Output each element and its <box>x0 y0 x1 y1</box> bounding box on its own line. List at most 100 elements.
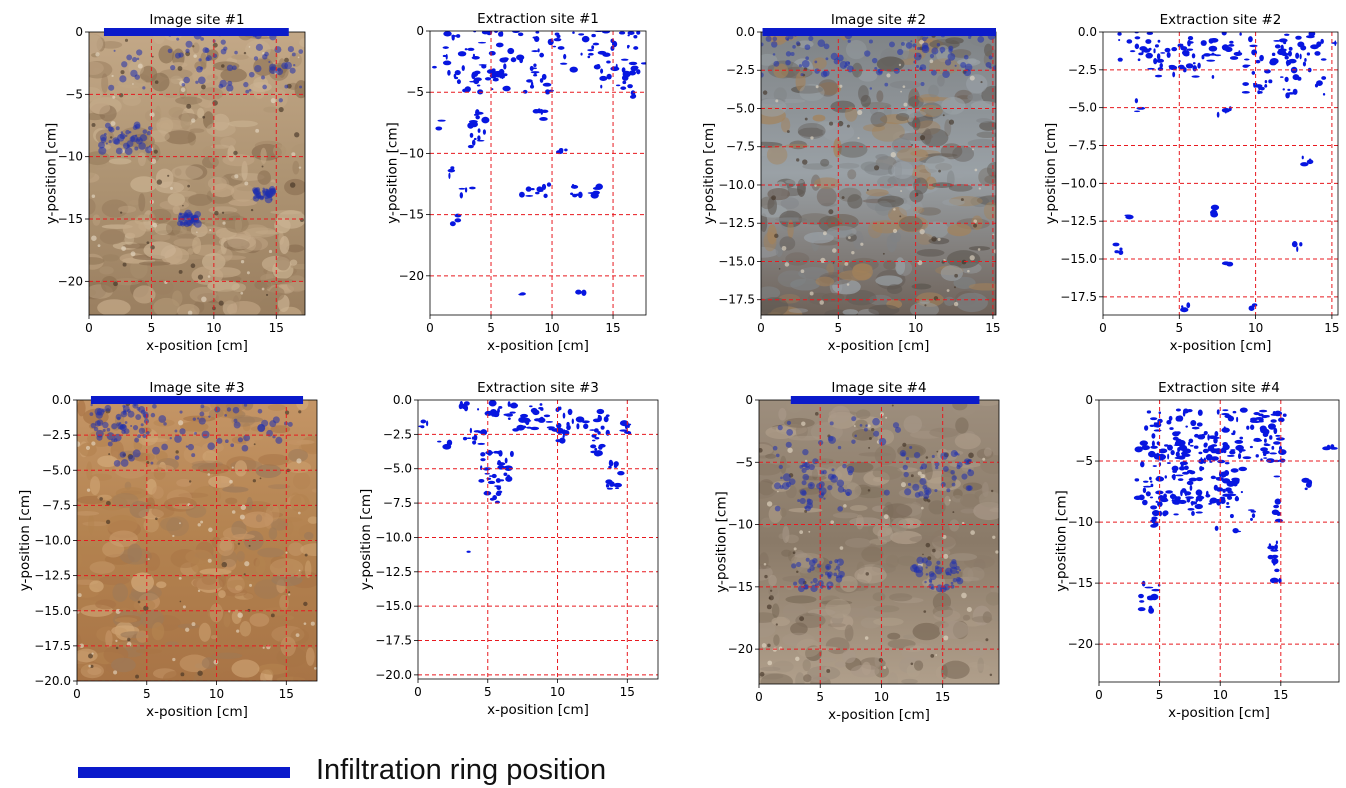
infiltration-ring-bar <box>90 396 304 404</box>
subplot-1: 0 5 10 15 0 −5 −10 −15 −20 Image site #1 x-positio… <box>43 12 306 354</box>
y-tick-label: 0 <box>75 25 83 39</box>
x-tick-label: 5 <box>1156 688 1164 702</box>
y-tick-label: 0.0 <box>52 393 71 407</box>
subplot-title: Extraction site #2 <box>1160 12 1282 28</box>
subplot-title: Image site #3 <box>149 380 244 396</box>
y-tick-label: −7.5 <box>1068 139 1097 153</box>
subplot-title: Image site #1 <box>149 12 244 28</box>
y-tick-label: −15 <box>399 208 424 222</box>
x-axis-label: x-position [cm] <box>487 338 589 354</box>
x-tick-label: 5 <box>484 685 492 699</box>
y-tick-label: −20.0 <box>34 674 71 688</box>
axes-frame <box>429 30 647 316</box>
grid-lines <box>430 31 646 315</box>
extraction-mask <box>1103 32 1338 315</box>
y-tick-label: −5.0 <box>726 101 755 115</box>
x-tick-label: 10 <box>874 690 889 704</box>
y-tick-label: −7.5 <box>383 496 412 510</box>
x-axis-label: x-position [cm] <box>828 707 930 723</box>
x-tick-label: 10 <box>908 321 923 335</box>
y-tick-label: −12.5 <box>375 565 412 579</box>
x-tick-label: 5 <box>148 321 156 335</box>
infiltration-ring-bar <box>103 28 289 36</box>
y-tick-label: −10 <box>728 518 753 532</box>
y-axis-label: y-position [cm] <box>17 490 33 592</box>
legend: Infiltration ring position <box>0 740 1346 788</box>
x-tick-label: 15 <box>620 685 635 699</box>
y-tick-label: 0.0 <box>736 25 755 39</box>
y-tick-label: −5 <box>735 455 753 469</box>
grid-lines <box>1103 32 1338 315</box>
subplot-title: Image site #4 <box>831 380 926 396</box>
y-axis-label: y-position [cm] <box>358 489 374 591</box>
x-tick-label: 10 <box>206 321 221 335</box>
y-axis-label: y-position [cm] <box>384 122 400 224</box>
y-tick-label: −12.5 <box>34 569 71 583</box>
y-tick-label: −17.5 <box>718 293 755 307</box>
extraction-mask <box>1099 400 1339 682</box>
x-tick-label: 10 <box>1248 321 1263 335</box>
infiltration-ring-legend-icon <box>78 767 290 778</box>
x-tick-label: 15 <box>935 690 950 704</box>
plot-area <box>759 400 999 684</box>
x-axis-label: x-position [cm] <box>1170 338 1272 354</box>
x-tick-label: 0 <box>414 685 422 699</box>
y-tick-label: −5 <box>65 87 83 101</box>
y-tick-label: −5.0 <box>383 462 412 476</box>
y-tick-label: −17.5 <box>34 639 71 653</box>
plot-area <box>761 32 996 315</box>
grid-lines <box>759 400 999 684</box>
y-tick-label: 0 <box>416 24 424 38</box>
x-tick-label: 5 <box>834 321 842 335</box>
y-tick-label: −15 <box>728 580 753 594</box>
y-tick-label: −5 <box>1075 454 1093 468</box>
plot-area <box>77 400 317 681</box>
axes-frame <box>417 399 659 680</box>
x-tick-label: 10 <box>209 687 224 701</box>
y-tick-label: −2.5 <box>726 63 755 77</box>
x-tick-label: 5 <box>487 321 495 335</box>
y-axis-label: y-position [cm] <box>1043 123 1059 225</box>
y-tick-label: −15.0 <box>34 604 71 618</box>
y-tick-label: 0 <box>1085 393 1093 407</box>
y-tick-label: −10 <box>58 150 83 164</box>
x-tick-label: 0 <box>85 321 93 335</box>
x-tick-label: 5 <box>816 690 824 704</box>
subplot-2: 0 5 10 15 0 −5 −10 −15 −20 Extraction site #1 x-po… <box>384 11 647 354</box>
x-axis-label: x-position [cm] <box>487 702 589 718</box>
subplot-8: 0 5 10 15 0 −5 −10 −15 −20 Extraction site #4 x-po… <box>1053 380 1340 721</box>
y-axis-label: y-position [cm] <box>43 123 59 225</box>
x-tick-label: 15 <box>605 321 620 335</box>
y-axis-label: y-position [cm] <box>1053 490 1069 592</box>
x-tick-label: 0 <box>757 321 765 335</box>
subplot-6: 0 5 10 15 0.0 −2.5 −5.0 −7.5 −10.0 −12.5 −15.0 −17.… <box>358 380 659 718</box>
grid-lines <box>418 400 658 679</box>
extraction-mask <box>418 400 658 679</box>
x-tick-label: 0 <box>1099 321 1107 335</box>
subplot-title: Extraction site #3 <box>477 380 599 396</box>
y-tick-label: −15.0 <box>1060 252 1097 266</box>
x-tick-label: 0 <box>1095 688 1103 702</box>
y-tick-label: −12.5 <box>718 216 755 230</box>
y-tick-label: −10.0 <box>718 178 755 192</box>
x-tick-label: 0 <box>755 690 763 704</box>
y-tick-label: −15.0 <box>375 599 412 613</box>
y-tick-label: −10 <box>399 146 424 160</box>
plot-area <box>430 31 646 315</box>
grid-lines <box>89 32 305 315</box>
axes-frame <box>1098 399 1340 683</box>
y-tick-label: −10.0 <box>1060 176 1097 190</box>
x-tick-label: 10 <box>1213 688 1228 702</box>
grid-lines <box>1099 400 1339 682</box>
axes-frame <box>1102 31 1339 316</box>
grid-lines <box>761 32 996 315</box>
legend-label: Infiltration ring position <box>316 754 607 786</box>
plot-area <box>1103 32 1338 315</box>
subplot-4: 0 5 10 15 0.0 −2.5 −5.0 −7.5 −10.0 −12.5 −15.0 −17.… <box>1043 12 1340 354</box>
subplot-title: Image site #2 <box>831 12 926 28</box>
y-tick-label: −7.5 <box>42 498 71 512</box>
y-tick-label: −20 <box>399 269 424 283</box>
y-tick-label: 0.0 <box>1078 25 1097 39</box>
y-tick-label: 0 <box>745 393 753 407</box>
x-tick-label: 15 <box>1273 688 1288 702</box>
